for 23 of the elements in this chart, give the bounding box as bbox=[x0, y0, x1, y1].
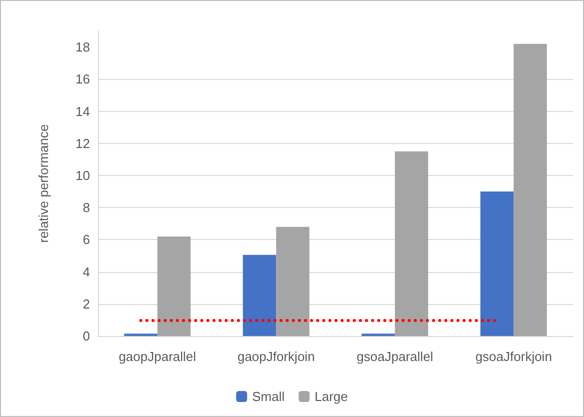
bar bbox=[394, 151, 428, 336]
y-tick-label: 4 bbox=[82, 264, 90, 280]
y-tick-label: 18 bbox=[76, 40, 90, 55]
y-tick-label: 14 bbox=[76, 104, 90, 119]
y-axis-title: relative performance bbox=[36, 124, 51, 243]
bar bbox=[157, 236, 191, 336]
y-tick-label: 0 bbox=[82, 328, 90, 344]
y-tick-label: 6 bbox=[82, 232, 90, 248]
x-tick-label: gsoaJforkjoin bbox=[475, 349, 552, 364]
x-tick-label: gaopJforkjoin bbox=[237, 349, 315, 364]
bar bbox=[276, 226, 310, 336]
legend-label: Small bbox=[252, 389, 285, 404]
legend-label: Large bbox=[314, 389, 348, 404]
y-tick-label: 10 bbox=[76, 168, 90, 183]
x-tick-label: gsoaJparallel bbox=[356, 349, 434, 364]
x-tick-label: gaopJparallel bbox=[118, 349, 196, 364]
y-tick-label: 2 bbox=[82, 296, 90, 312]
bar bbox=[480, 192, 514, 336]
y-tick-label: 12 bbox=[76, 136, 90, 151]
bar bbox=[242, 254, 276, 336]
y-tick-label: 8 bbox=[82, 200, 90, 216]
y-tick-label: 16 bbox=[76, 72, 90, 87]
bar bbox=[514, 44, 547, 336]
